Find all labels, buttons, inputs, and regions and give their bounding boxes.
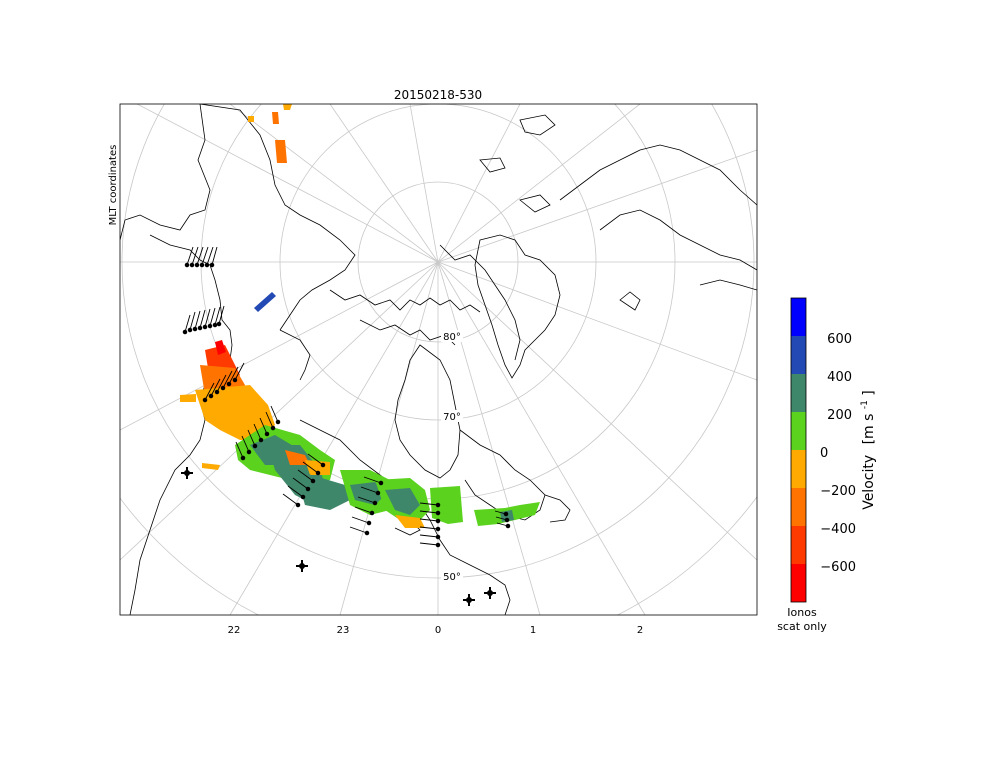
colorbar-footer-ionos: Ionos [787,606,817,619]
latitude-label-50: 50° [443,572,461,583]
vector-group-h [494,510,511,529]
colorbar-title: Velocity [m s -1 ] [855,390,877,510]
radar-marker [181,467,193,479]
colorbar-bin-0 [791,298,806,336]
colorbar-tick-200: 200 [827,408,852,423]
vector-group-e [282,453,326,508]
vector-group-a [184,246,218,268]
colorbar-frame [790,297,807,603]
vector-group-c [202,362,245,403]
colorbar-bin-1 [791,336,806,374]
map-area: 80° 70° 50° [120,104,757,615]
vector-group-d [235,405,281,461]
colorbar-ticks: 600 400 200 0 −200 −400 −600 [820,332,856,575]
colorbar-bin-3 [791,412,806,450]
mlt-label-22: 22 [228,625,241,636]
meridian-grid [120,104,757,615]
colorbar-title-text: Velocity [861,455,877,510]
mlt-label-2: 2 [637,625,643,636]
colorbar-tick-0: 0 [820,446,828,461]
colorbar-bin-6 [791,526,806,564]
velocity-vectors [182,246,511,548]
vector-group-b [182,305,225,335]
mlt-label-1: 1 [530,625,536,636]
vector-group-f [349,476,384,536]
colorbar-footer-scat: scat only [777,620,827,633]
velocity-colorbar [791,298,806,602]
colorbar-bin-7 [791,564,806,602]
latitude-label-80: 80° [443,332,461,343]
coastlines [120,104,757,615]
mlt-axis: 22 23 0 1 2 [228,625,644,636]
plot-title: 20150218-530 [394,88,482,102]
map-frame [119,103,758,616]
svg-text:Velocity [m s -1: Velocity [m s -1 ] [855,390,877,510]
colorbar-tick-400: 400 [827,370,852,385]
colorbar-unit-exponent: -1 [860,400,870,409]
radar-marker [463,594,475,606]
colorbar-bin-4 [791,450,806,488]
radar-marker [296,560,308,572]
colorbar-unit-close: ] [861,390,877,395]
radar-site-markers [181,467,496,606]
latitude-label-70: 70° [443,412,461,423]
colorbar-tick-600: 600 [827,332,852,347]
vector-group-g [419,502,441,548]
colorbar-bin-5 [791,488,806,526]
colorbar-bin-2 [791,374,806,412]
radar-marker [484,587,496,599]
coordinate-system-label: MLT coordinates [108,145,119,226]
colorbar-unit-text: [m s [861,414,877,445]
colorbar-tick-neg600: −600 [820,560,856,575]
mlt-label-0: 0 [435,625,441,636]
colorbar-tick-neg200: −200 [820,484,856,499]
colorbar-tick-neg400: −400 [820,522,856,537]
mlt-label-23: 23 [337,625,350,636]
